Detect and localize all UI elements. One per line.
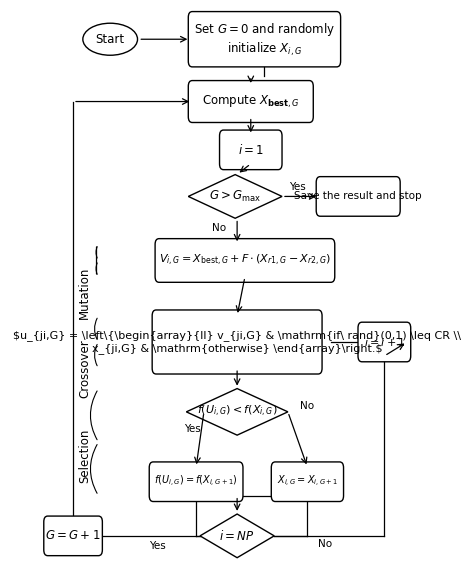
Text: Mutation: Mutation [78, 266, 91, 319]
Text: $G = G+1$: $G = G+1$ [46, 529, 101, 542]
Text: No: No [301, 401, 314, 411]
Polygon shape [188, 174, 282, 218]
FancyBboxPatch shape [219, 130, 282, 170]
Text: Compute $X_{\mathbf{best},G}$: Compute $X_{\mathbf{best},G}$ [202, 94, 300, 109]
Text: $f(U_{i,G}) < f(X_{i,G})$: $f(U_{i,G}) < f(X_{i,G})$ [197, 404, 277, 419]
Text: $i = i+1$: $i = i+1$ [364, 336, 405, 348]
FancyBboxPatch shape [44, 516, 102, 556]
Text: Crossover: Crossover [78, 339, 91, 398]
Text: Set $G = 0$ and randomly
initialize $X_{i,G}$: Set $G = 0$ and randomly initialize $X_{… [194, 21, 335, 58]
Polygon shape [186, 388, 288, 435]
FancyBboxPatch shape [316, 177, 400, 216]
Text: Save the result and stop: Save the result and stop [294, 191, 422, 201]
Text: Yes: Yes [289, 183, 306, 192]
FancyBboxPatch shape [155, 239, 335, 283]
FancyBboxPatch shape [188, 81, 313, 122]
Text: No: No [318, 539, 332, 549]
Text: $X_{i,G} = X_{i,G+1}$: $X_{i,G} = X_{i,G+1}$ [277, 474, 338, 489]
Text: $i = NP$: $i = NP$ [219, 529, 255, 543]
Text: $V_{i,G} = X_{\mathrm{best},G} + F \cdot (X_{r1,G} - X_{r2,G})$: $V_{i,G} = X_{\mathrm{best},G} + F \cdot… [159, 253, 331, 268]
FancyBboxPatch shape [358, 322, 411, 362]
Text: $u_{ji,G} = \left\{\begin{array}{ll} v_{ji,G} & \mathrm{if\ rand}(0,1) \leq CR \: $u_{ji,G} = \left\{\begin{array}{ll} v_{… [13, 331, 461, 354]
Text: Start: Start [96, 33, 125, 46]
Ellipse shape [83, 23, 137, 55]
Text: Yes: Yes [149, 541, 165, 550]
Text: No: No [212, 223, 227, 233]
Text: $G > G_{\mathrm{max}}$: $G > G_{\mathrm{max}}$ [209, 189, 261, 204]
FancyBboxPatch shape [152, 310, 322, 374]
FancyBboxPatch shape [149, 462, 243, 501]
Text: $f(U_{i,G}) = f(X_{i,G+1})$: $f(U_{i,G}) = f(X_{i,G+1})$ [154, 474, 238, 489]
FancyBboxPatch shape [188, 12, 341, 67]
Text: Selection: Selection [78, 428, 91, 483]
FancyBboxPatch shape [271, 462, 344, 501]
Polygon shape [200, 514, 274, 558]
Text: $i = 1$: $i = 1$ [238, 143, 264, 157]
Text: Yes: Yes [184, 424, 201, 434]
